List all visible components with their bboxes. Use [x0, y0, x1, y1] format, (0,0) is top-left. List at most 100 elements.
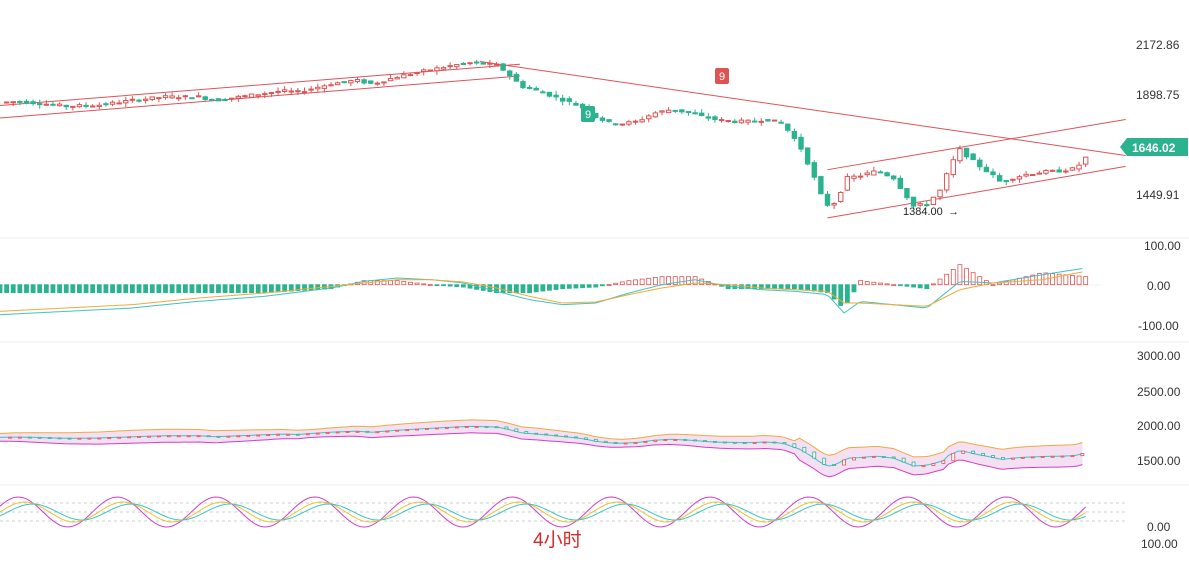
macd-axis-tick: 100.00 — [1144, 239, 1181, 253]
macd-panel: 100.00 0.00 -100.00 — [0, 239, 1181, 333]
candle-body — [1010, 178, 1016, 181]
candle-body — [460, 62, 467, 65]
candle-body — [89, 105, 96, 108]
candle-body — [195, 95, 202, 98]
candle-body — [758, 120, 764, 123]
candle-body — [361, 79, 367, 84]
band-candle — [117, 436, 122, 439]
band-candle — [147, 435, 151, 438]
candle-body — [354, 79, 361, 83]
band-candle — [703, 440, 707, 443]
band-candle — [8, 436, 12, 439]
candle-body — [1023, 173, 1029, 177]
band-candle — [345, 431, 350, 433]
band-candle — [196, 435, 201, 438]
macd-bar — [242, 284, 248, 294]
band-candle — [911, 461, 916, 467]
macd-bar — [308, 284, 314, 291]
candle-body — [533, 87, 539, 91]
candle-body — [63, 104, 69, 108]
band-candle — [574, 436, 578, 439]
macd-bar — [970, 272, 976, 286]
macd-bar — [83, 284, 89, 294]
macd-bar — [275, 284, 281, 293]
band-candle — [315, 432, 320, 435]
candle-body — [401, 74, 407, 79]
candle-body — [943, 173, 950, 191]
band-candle — [216, 435, 221, 438]
candle-body — [566, 98, 573, 102]
candle-body — [229, 97, 235, 100]
macd-bar — [666, 276, 672, 286]
macd-bar — [196, 284, 202, 294]
candle-body — [76, 104, 83, 108]
macd-bar — [454, 284, 460, 287]
macd-bar — [964, 268, 969, 286]
band-candle — [1010, 457, 1015, 460]
macd-bar — [288, 284, 294, 292]
band-candle — [246, 435, 251, 437]
candle-body — [427, 69, 434, 72]
macd-bar — [957, 264, 963, 286]
band-candle — [276, 433, 280, 436]
candle-body — [169, 95, 175, 99]
candle-body — [96, 104, 102, 108]
band-candle — [405, 429, 410, 432]
band-candle — [643, 441, 648, 444]
band-candle — [583, 437, 588, 440]
candle-body — [904, 188, 910, 199]
band-candle — [673, 439, 678, 441]
candle-body — [434, 67, 440, 72]
macd-bar — [37, 284, 43, 294]
band-candle — [931, 463, 936, 466]
band-candle — [335, 431, 340, 434]
macd-bar — [43, 284, 49, 294]
price-axis-tick: 2172.86 — [1136, 38, 1180, 52]
candle-body — [1082, 156, 1089, 165]
band-candle — [1070, 455, 1075, 458]
band-candle — [186, 435, 191, 438]
candle-body — [712, 116, 718, 120]
macd-bar — [116, 284, 122, 294]
candle-body — [1016, 176, 1023, 180]
candle-body — [473, 61, 480, 64]
candle-body — [467, 62, 473, 65]
candle-body — [599, 117, 606, 121]
candle-body — [679, 109, 685, 113]
macd-bar — [269, 284, 274, 293]
candle-body — [553, 94, 559, 98]
band-candle — [17, 436, 22, 439]
candle-body — [864, 172, 870, 176]
candle-body — [500, 63, 506, 71]
band-axis-tick: 3000.00 — [1137, 349, 1181, 363]
band-lower-line — [0, 432, 1083, 478]
band-candle — [881, 456, 886, 458]
candle-body — [1063, 170, 1069, 173]
candle-body — [1043, 170, 1049, 174]
candle-body — [136, 99, 142, 102]
macd-bar — [143, 284, 149, 294]
price-panel: 99 1384.00 → 2172.86 1898.75 1449.91 164… — [0, 38, 1188, 219]
candle-body — [910, 196, 917, 207]
band-candle — [286, 433, 290, 436]
band-candle — [435, 427, 439, 430]
candle-body — [103, 103, 109, 106]
trendline — [0, 75, 520, 119]
macd-bar — [878, 282, 883, 286]
kdj-d-line — [0, 503, 1086, 521]
candle-body — [275, 90, 281, 93]
macd-bar — [447, 284, 453, 287]
band-candle — [732, 441, 737, 444]
macd-bar — [441, 284, 446, 287]
macd-bar — [4, 284, 10, 294]
candle-body — [447, 65, 453, 68]
macd-bar — [123, 284, 129, 294]
candle-body — [751, 120, 758, 123]
band-candle — [693, 439, 697, 442]
macd-bar — [646, 277, 652, 286]
candle-body — [1049, 169, 1056, 172]
band-candle — [1020, 457, 1025, 459]
trendline — [827, 118, 1126, 171]
